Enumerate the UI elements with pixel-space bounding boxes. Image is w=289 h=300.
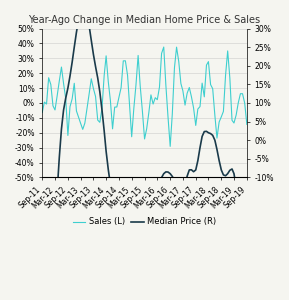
- Line: Sales (L): Sales (L): [42, 47, 247, 146]
- Title: Year-Ago Change in Median Home Price & Sales: Year-Ago Change in Median Home Price & S…: [29, 15, 261, 25]
- Legend: Sales (L), Median Price (R): Sales (L), Median Price (R): [69, 214, 220, 230]
- Line: Median Price (R): Median Price (R): [42, 6, 247, 296]
